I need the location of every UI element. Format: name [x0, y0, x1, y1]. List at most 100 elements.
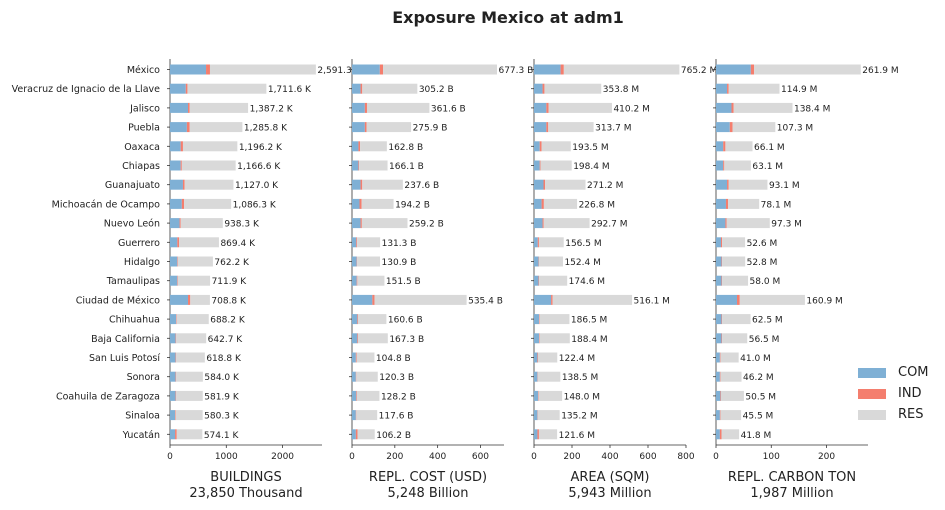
bar-ind-sinaloa: [175, 410, 176, 421]
panel-area-sqm: 0 200 400 600 800 765.2 M 353.8 M 410.2 M 313.7 …: [531, 59, 717, 501]
legend-swatch-res: [858, 409, 886, 420]
data-label-guerrero: 869.4 K: [220, 239, 256, 249]
bar-res-ciudad-de-mexico: [552, 294, 633, 305]
bar-com-puebla: [716, 122, 730, 133]
data-label-veracruz-de-ignacio-de-la-llave: 114.9 M: [781, 85, 817, 95]
bar-com-chihuahua: [716, 314, 722, 325]
bar-ind-nuevo-leon: [360, 218, 362, 229]
data-label-coahuila-de-zaragoza: 128.2 B: [381, 392, 416, 402]
data-label-tamaulipas: 58.0 M: [750, 277, 781, 287]
bar-com-ciudad-de-mexico: [716, 294, 738, 305]
bar-res-san-luis-potosi: [537, 352, 558, 363]
bar-res-yucatan: [538, 429, 558, 440]
category-label-nuevo-leon: Nuevo León: [104, 219, 160, 230]
data-label-veracruz-de-ignacio-de-la-llave: 1,711.6 K: [268, 85, 312, 95]
legend-swatch-com: [858, 367, 886, 378]
bar-com-yucatan: [716, 429, 720, 440]
category-label-oaxaca: Oaxaca: [124, 142, 160, 153]
bar-com-michoacan-de-ocampo: [534, 198, 542, 209]
bar-res-sinaloa: [356, 410, 378, 421]
data-label-san-luis-potosi: 122.4 M: [559, 354, 595, 364]
bar-res-ciudad-de-mexico: [739, 294, 805, 305]
bar-ind-nuevo-leon: [179, 218, 181, 229]
legend-item-res: RES: [858, 404, 929, 425]
bar-ind-puebla: [364, 122, 367, 133]
data-label-nuevo-leon: 259.2 B: [409, 220, 444, 230]
data-label-guerrero: 131.3 B: [382, 239, 417, 249]
x-axis-label: BUILDINGS: [210, 470, 281, 485]
data-label-sinaloa: 135.2 M: [561, 412, 597, 422]
data-label-mexico: 677.3 B: [498, 66, 533, 76]
x-tick-label: 2000: [271, 452, 294, 462]
bar-com-veracruz-de-ignacio-de-la-llave: [716, 83, 728, 94]
data-label-hidalgo: 762.2 K: [214, 258, 250, 268]
bar-res-sonora: [537, 371, 561, 382]
data-label-mexico: 2,591.3 K: [317, 66, 361, 76]
data-label-puebla: 107.3 M: [777, 124, 813, 134]
bar-ind-tamaulipas: [721, 275, 723, 286]
data-label-jalisco: 1,387.2 K: [250, 104, 294, 114]
bar-com-ciudad-de-mexico: [170, 294, 189, 305]
bar-res-oaxaca: [360, 141, 387, 152]
bar-res-chiapas: [724, 160, 751, 171]
bar-com-yucatan: [170, 429, 176, 440]
panel-repl-cost-usd: 0 200 400 600 677.3 B 305.2 B 361.6 B 275.9 B 16…: [349, 59, 533, 501]
data-label-coahuila-de-zaragoza: 148.0 M: [564, 392, 600, 402]
data-label-sinaloa: 117.6 B: [379, 412, 414, 422]
bar-res-sonora: [356, 371, 378, 382]
bar-com-sonora: [352, 371, 356, 382]
data-label-ciudad-de-mexico: 535.4 B: [468, 296, 503, 306]
data-label-baja-california: 167.3 B: [389, 335, 424, 345]
bar-ind-tamaulipas: [356, 275, 358, 286]
bar-com-guerrero: [170, 237, 178, 248]
data-label-oaxaca: 66.1 M: [754, 143, 785, 153]
bar-ind-chihuahua: [539, 314, 540, 325]
legend-item-ind: IND: [858, 383, 929, 404]
bar-com-coahuila-de-zaragoza: [716, 390, 721, 401]
bar-com-jalisco: [716, 102, 732, 113]
bar-res-mexico: [383, 64, 497, 75]
bar-ind-sinaloa: [719, 410, 721, 421]
data-label-veracruz-de-ignacio-de-la-llave: 305.2 B: [419, 85, 454, 95]
bar-ind-jalisco: [188, 102, 190, 113]
bar-com-michoacan-de-ocampo: [716, 198, 726, 209]
bar-com-oaxaca: [534, 141, 540, 152]
bar-com-jalisco: [352, 102, 365, 113]
bar-res-michoacan-de-ocampo: [361, 198, 394, 209]
x-tick-label: 400: [601, 452, 618, 462]
data-label-baja-california: 188.4 M: [571, 335, 607, 345]
bar-com-jalisco: [534, 102, 547, 113]
bar-res-baja-california: [539, 333, 570, 344]
bar-com-san-luis-potosi: [170, 352, 176, 363]
bar-com-yucatan: [534, 429, 538, 440]
bar-com-baja-california: [170, 333, 176, 344]
bar-ind-chihuahua: [721, 314, 723, 325]
bar-com-chihuahua: [170, 314, 177, 325]
bar-ind-chiapas: [180, 160, 182, 171]
bar-res-baja-california: [176, 333, 207, 344]
data-label-puebla: 1,285.8 K: [244, 124, 288, 134]
x-tick-label: 100: [763, 452, 780, 462]
bar-res-yucatan: [721, 429, 740, 440]
bar-res-yucatan: [176, 429, 203, 440]
bar-ind-oaxaca: [723, 141, 726, 152]
category-label-tamaulipas: Tamaulipas: [106, 276, 160, 287]
bar-com-san-luis-potosi: [352, 352, 356, 363]
bar-com-sonora: [170, 371, 176, 382]
bar-ind-chihuahua: [176, 314, 177, 325]
bar-ind-nuevo-leon: [542, 218, 544, 229]
bar-res-chihuahua: [176, 314, 209, 325]
bar-res-san-luis-potosi: [176, 352, 205, 363]
bar-res-san-luis-potosi: [720, 352, 739, 363]
bar-res-michoacan-de-ocampo: [543, 198, 578, 209]
bar-res-mexico: [563, 64, 680, 75]
bar-ind-tamaulipas: [177, 275, 178, 286]
data-label-guanajuato: 93.1 M: [769, 181, 800, 191]
bar-com-yucatan: [352, 429, 356, 440]
bar-com-mexico: [534, 64, 561, 75]
category-label-sinaloa: Sinaloa: [125, 411, 160, 422]
bar-res-veracruz-de-ignacio-de-la-llave: [362, 83, 418, 94]
bar-res-yucatan: [357, 429, 375, 440]
bar-res-oaxaca: [182, 141, 238, 152]
